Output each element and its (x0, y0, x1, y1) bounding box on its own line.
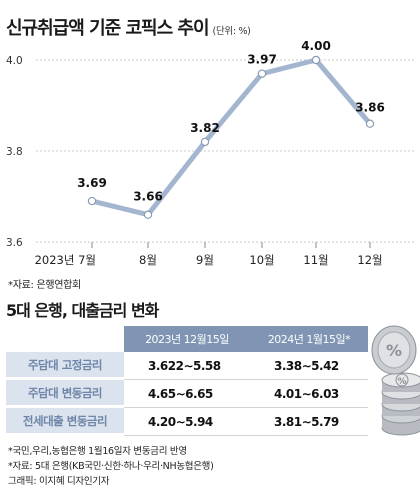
footnote-line: *국민,우리,농협은행 1월16일자 변동금리 반영 (8, 446, 187, 457)
table-row: 주담대 변동금리 4.65∼6.65 4.01∼6.03 (6, 380, 368, 408)
data-point (257, 69, 267, 78)
section-title: 5대 은행, 대출금리 변화 (6, 301, 159, 320)
y-tick-label: 4.0 (6, 55, 23, 67)
svg-text:%: % (397, 377, 406, 387)
x-tick-label: 11월 (303, 253, 328, 267)
cell-variable-mortgage-dec: 4.65∼6.65 (124, 380, 250, 408)
x-tick-label: 9월 (196, 253, 214, 267)
row-label-fixed-mortgage: 주담대 고정금리 (6, 352, 124, 380)
cell-fixed-mortgage-jan: 3.38∼5.42 (250, 352, 368, 380)
data-point (365, 119, 375, 128)
table-header-blank (6, 326, 124, 352)
x-tick-label: 8월 (139, 253, 157, 267)
x-tick-label: 10월 (249, 253, 274, 267)
coin-stack-icon: % % (371, 325, 420, 436)
footnote-line: 그래픽: 이지혜 디자인기자 (8, 476, 110, 487)
footnotes: *국민,우리,농협은행 1월16일자 변동금리 반영 *자료: 5대 은행(KB… (8, 444, 214, 489)
x-tick-label: 12월 (357, 253, 382, 267)
y-tick-label: 3.6 (6, 237, 23, 249)
data-point (311, 55, 321, 65)
table-header-col-1: 2023년 12월15일 (124, 326, 250, 352)
cell-jeonse-variable-jan: 3.81∼5.79 (250, 408, 368, 436)
footnote-line: *자료: 5대 은행(KB국민·신한·하나·우리·NH농협은행) (8, 461, 214, 472)
series-line (89, 57, 373, 218)
data-point (87, 196, 97, 206)
data-point (143, 210, 153, 219)
row-label-jeonse-variable: 전세대출 변동금리 (6, 408, 124, 436)
data-point (200, 137, 210, 147)
cell-variable-mortgage-jan: 4.01∼6.03 (250, 380, 368, 408)
data-label: 3.97 (247, 53, 277, 67)
table-row: 주담대 고정금리 3.622∼5.58 3.38∼5.42 (6, 352, 368, 380)
cell-jeonse-variable-dec: 4.20∼5.94 (124, 408, 250, 436)
table-header-col-2: 2024년 1월15일* (250, 326, 368, 352)
data-label: 3.69 (77, 176, 107, 190)
loan-rate-table: 2023년 12월15일 2024년 1월15일* 주담대 고정금리 3.622… (6, 326, 368, 436)
row-label-variable-mortgage: 주담대 변동금리 (6, 380, 124, 408)
data-label: 3.82 (190, 121, 220, 135)
data-label: 3.66 (133, 190, 163, 204)
x-tick-label: 2023년 7월 (35, 253, 96, 267)
data-label: 4.00 (301, 40, 331, 53)
chart-source: *자료: 은행연합회 (8, 280, 81, 291)
y-tick-label: 3.8 (6, 146, 23, 158)
chart-title: 신규취급액 기준 코픽스 추이 (단위: %) (6, 18, 251, 39)
chart-unit: (단위: %) (212, 26, 251, 37)
cell-fixed-mortgage-dec: 3.622∼5.58 (124, 352, 250, 380)
svg-text:%: % (386, 341, 402, 360)
data-label: 3.86 (355, 101, 385, 115)
cofix-line-chart: 4.0 3.8 3.6 2023년 7월 8월 9월 10월 11월 12월 3.69 3.66 3.… (6, 40, 415, 267)
table-row: 전세대출 변동금리 4.20∼5.94 3.81∼5.79 (6, 408, 368, 436)
table-header-row: 2023년 12월15일 2024년 1월15일* (6, 326, 368, 352)
